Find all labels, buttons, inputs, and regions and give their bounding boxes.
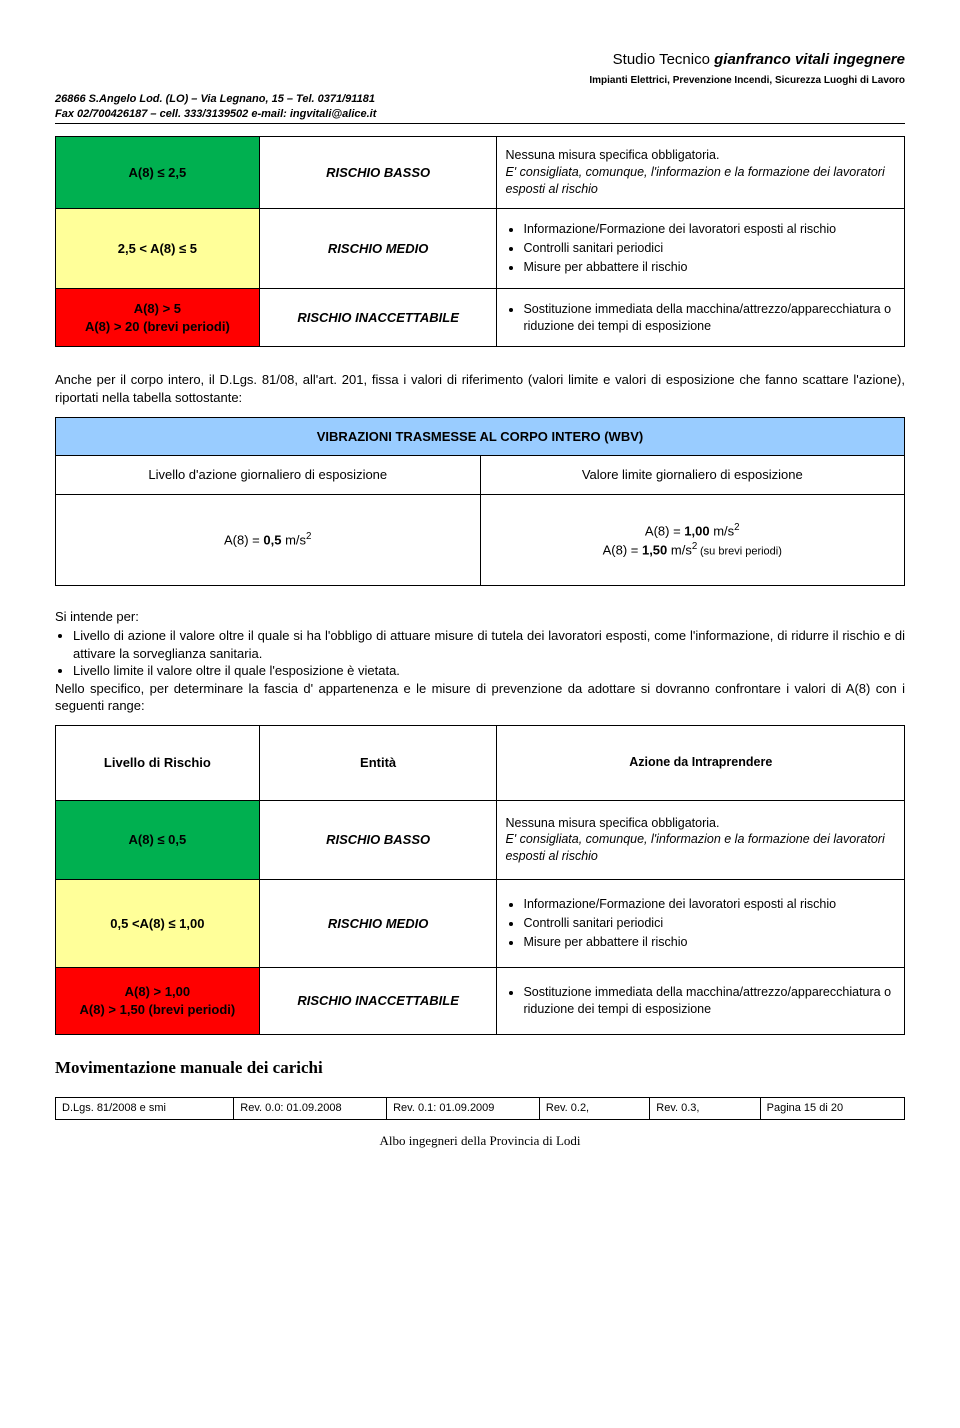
para-1: Anche per il corpo intero, il D.Lgs. 81/…: [55, 371, 905, 406]
header-divider: [55, 123, 905, 124]
wbv-h-right: Valore limite giornaliero di esposizione: [480, 456, 905, 495]
para2-tail: Nello specifico, per determinare la fasc…: [55, 681, 905, 714]
para2-b1: Livello di azione il valore oltre il qua…: [73, 627, 905, 662]
risk1-r1-b1: Controlli sanitari periodici: [523, 240, 896, 257]
wbv-table: VIBRAZIONI TRASMESSE AL CORPO INTERO (WB…: [55, 417, 905, 586]
wbv-h-left: Livello d'azione giornaliero di esposizi…: [56, 456, 481, 495]
risk1-r0-action: Nessuna misura specifica obbligatoria. E…: [497, 137, 905, 209]
risk2-r2-b0: Sostituzione immediata della macchina/at…: [523, 984, 896, 1018]
risk1-r2-action: Sostituzione immediata della macchina/at…: [497, 288, 905, 347]
risk1-r0-lead: Nessuna misura specifica obbligatoria.: [505, 148, 719, 162]
footer-c3: Rev. 0.1: 01.09.2009: [387, 1098, 540, 1120]
risk2-h3: Azione da Intraprendere: [497, 726, 905, 801]
addr-line-2: Fax 02/700426187 – cell. 333/3139502 e-m…: [55, 108, 376, 120]
addr-line-1: 26866 S.Angelo Lod. (LO) – Via Legnano, …: [55, 93, 375, 105]
para2-lead: Si intende per:: [55, 609, 139, 624]
footer-c4: Rev. 0.2,: [539, 1098, 649, 1120]
risk1-r2-l2: A(8) > 20 (brevi periodi): [85, 319, 230, 334]
risk2-r1-b1: Controlli sanitari periodici: [523, 915, 896, 932]
risk-table-1: A(8) ≤ 2,5 RISCHIO BASSO Nessuna misura …: [55, 136, 905, 347]
wbv-title: VIBRAZIONI TRASMESSE AL CORPO INTERO (WB…: [56, 417, 905, 456]
risk2-r0-level: RISCHIO BASSO: [259, 800, 497, 880]
risk1-r2-range: A(8) > 5 A(8) > 20 (brevi periodi): [56, 288, 260, 347]
risk2-r0-action: Nessuna misura specifica obbligatoria. E…: [497, 800, 905, 880]
risk1-r0-level: RISCHIO BASSO: [259, 137, 497, 209]
risk2-h2: Entità: [259, 726, 497, 801]
footer-c6: Pagina 15 di 20: [760, 1098, 904, 1120]
risk2-r2-level: RISCHIO INACCETTABILE: [259, 967, 497, 1034]
risk2-r2-action: Sostituzione immediata della macchina/at…: [497, 967, 905, 1034]
risk1-r1-b0: Informazione/Formazione dei lavoratori e…: [523, 221, 896, 238]
risk1-r1-action: Informazione/Formazione dei lavoratori e…: [497, 209, 905, 289]
risk1-r2-l1: A(8) > 5: [134, 301, 181, 316]
footer-albo: Albo ingegneri della Provincia di Lodi: [55, 1132, 905, 1150]
risk1-r2-b0: Sostituzione immediata della macchina/at…: [523, 301, 896, 335]
risk2-r1-b0: Informazione/Formazione dei lavoratori e…: [523, 896, 896, 913]
risk2-r0-range: A(8) ≤ 0,5: [56, 800, 260, 880]
risk2-r0-lead: Nessuna misura specifica obbligatoria.: [505, 816, 719, 830]
risk2-r0-sub: E' consigliata, comunque, l'informazion …: [505, 832, 884, 863]
footer-c5: Rev. 0.3,: [650, 1098, 760, 1120]
risk2-r2-l2: A(8) > 1,50 (brevi periodi): [80, 1002, 236, 1017]
wbv-right-val: A(8) = 1,00 m/s2 A(8) = 1,50 m/s2 (su br…: [480, 494, 905, 585]
header-left: 26866 S.Angelo Lod. (LO) – Via Legnano, …: [55, 92, 905, 122]
para2-b2: Livello limite il valore oltre il quale …: [73, 662, 905, 680]
footer-table: D.Lgs. 81/2008 e smi Rev. 0.0: 01.09.200…: [55, 1097, 905, 1120]
footer-c2: Rev. 0.0: 01.09.2008: [234, 1098, 387, 1120]
header-subtitle: Impianti Elettrici, Prevenzione Incendi,…: [589, 75, 905, 86]
risk1-r0-range: A(8) ≤ 2,5: [56, 137, 260, 209]
engineer-name: gianfranco vitali ingegnere: [714, 51, 905, 68]
risk2-r2-range: A(8) > 1,00 A(8) > 1,50 (brevi periodi): [56, 967, 260, 1034]
risk2-h1: Livello di Rischio: [56, 726, 260, 801]
risk2-r2-l1: A(8) > 1,00: [125, 984, 190, 999]
section-heading: Movimentazione manuale dei carichi: [55, 1057, 905, 1080]
para-2: Si intende per: Livello di azione il val…: [55, 608, 905, 715]
risk-table-2: Livello di Rischio Entità Azione da Intr…: [55, 725, 905, 1035]
risk1-r0-sub: E' consigliata, comunque, l'informazion …: [505, 165, 884, 196]
wbv-left-val: A(8) = 0,5 m/s2: [56, 494, 481, 585]
risk1-r1-level: RISCHIO MEDIO: [259, 209, 497, 289]
risk2-r1-action: Informazione/Formazione dei lavoratori e…: [497, 880, 905, 968]
header-right: Studio Tecnico gianfranco vitali ingegne…: [55, 50, 905, 88]
risk2-r1-level: RISCHIO MEDIO: [259, 880, 497, 968]
footer-c1: D.Lgs. 81/2008 e smi: [56, 1098, 234, 1120]
risk2-r1-b2: Misure per abbattere il rischio: [523, 934, 896, 951]
risk1-r1-b2: Misure per abbattere il rischio: [523, 259, 896, 276]
risk1-r2-level: RISCHIO INACCETTABILE: [259, 288, 497, 347]
risk1-r1-range: 2,5 < A(8) ≤ 5: [56, 209, 260, 289]
risk2-r1-range: 0,5 <A(8) ≤ 1,00: [56, 880, 260, 968]
studio-prefix: Studio Tecnico: [613, 51, 714, 68]
